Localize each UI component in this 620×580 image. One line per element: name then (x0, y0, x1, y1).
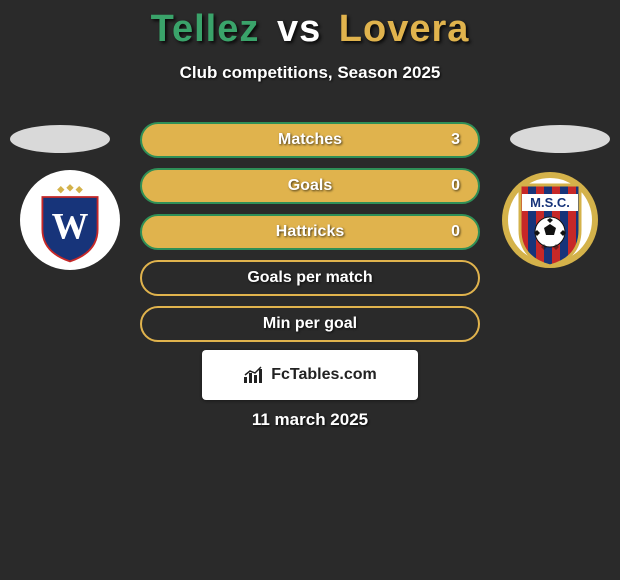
player-1-name: Tellez (151, 8, 260, 50)
stat-label: Goals (288, 177, 332, 195)
player-1-marker (10, 125, 110, 153)
stat-label: Min per goal (263, 315, 357, 333)
stats-list: Matches 3 Goals 0 Hattricks 0 Goals per match M… (140, 122, 480, 352)
page-title: Tellez vs Lovera (0, 0, 620, 51)
subtitle: Club competitions, Season 2025 (0, 63, 620, 83)
club-crest-icon: M.S.C. (500, 170, 600, 270)
stat-row: Min per goal (140, 306, 480, 342)
vs-text: vs (277, 8, 321, 50)
date-label: 11 march 2025 (0, 410, 620, 430)
stat-row: Hattricks 0 (140, 214, 480, 250)
stat-row: Matches 3 (140, 122, 480, 158)
stat-label: Hattricks (276, 223, 344, 241)
stat-label: Matches (278, 131, 342, 149)
brand-badge[interactable]: FcTables.com (202, 350, 418, 400)
stat-row: Goals 0 (140, 168, 480, 204)
svg-text:W: W (52, 205, 89, 246)
stat-right-value: 3 (420, 131, 460, 149)
stat-right-value: 0 (420, 223, 460, 241)
stat-label: Goals per match (247, 269, 372, 287)
bar-chart-icon (243, 366, 265, 384)
stat-right-value: 0 (420, 177, 460, 195)
player-1-crest: W (20, 170, 120, 270)
shield-icon: W (24, 174, 116, 266)
player-2-crest: M.S.C. (500, 170, 600, 270)
player-2-name: Lovera (339, 8, 470, 50)
stat-row: Goals per match (140, 260, 480, 296)
brand-text: FcTables.com (271, 366, 377, 384)
svg-text:M.S.C.: M.S.C. (530, 195, 570, 210)
player-2-marker (510, 125, 610, 153)
